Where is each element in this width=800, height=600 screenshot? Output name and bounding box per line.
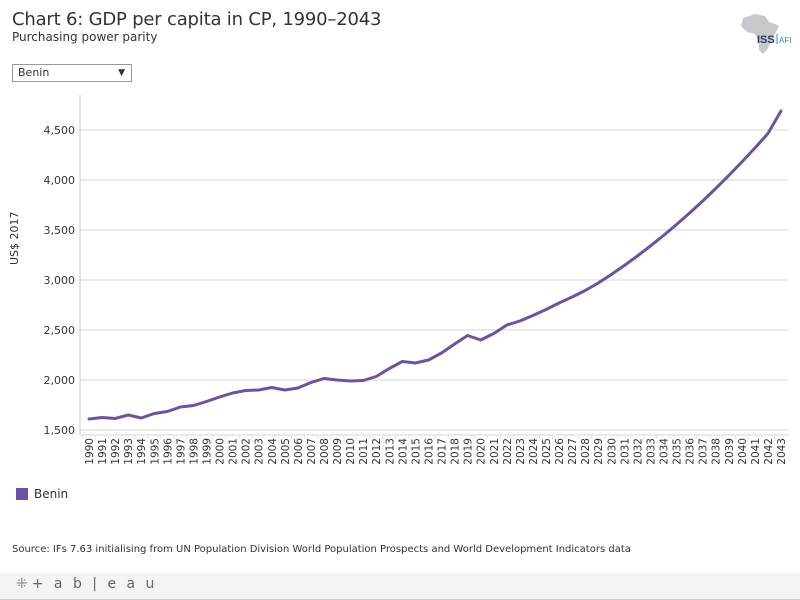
x-tick-label: 2041 [750, 438, 762, 465]
x-tick-label: 2030 [606, 438, 618, 465]
x-tick-label: 2023 [515, 438, 527, 465]
x-tick-label: 2008 [319, 438, 331, 465]
x-tick-label: 2027 [567, 438, 579, 465]
x-tick-label: 2009 [332, 438, 344, 465]
y-tick-label: 3,500 [44, 224, 76, 237]
y-tick-label: 1,500 [44, 424, 76, 437]
x-tick-label: 2036 [685, 438, 697, 465]
chart-subtitle: Purchasing power parity [12, 30, 158, 44]
chevron-down-icon[interactable]: ▼ [118, 68, 125, 78]
x-tick-label: 1996 [162, 438, 174, 465]
x-tick-label: 2007 [306, 438, 318, 465]
x-tick-label: 2001 [228, 438, 240, 465]
x-tick-label: 2015 [410, 438, 422, 465]
x-tick-label: 2004 [267, 438, 279, 465]
y-tick-label: 4,000 [44, 174, 76, 187]
x-tick-label: 2029 [593, 438, 605, 465]
x-tick-label: 1991 [97, 438, 109, 465]
x-tick-label: 2020 [476, 438, 488, 465]
y-tick-label: 3,000 [44, 274, 76, 287]
x-tick-label: 2006 [293, 438, 305, 465]
x-tick-label: 2000 [215, 438, 227, 465]
dropdown-selected-value: Benin [18, 66, 50, 79]
x-tick-label: 1992 [110, 438, 122, 465]
x-tick-label: 2031 [619, 438, 631, 465]
x-tick-label: 2032 [632, 438, 644, 465]
y-tick-label: 2,000 [44, 374, 76, 387]
x-tick-label: 2040 [737, 438, 749, 465]
x-tick-label: 2003 [254, 438, 266, 465]
x-tick-label: 2011 [358, 438, 370, 465]
x-tick-label: 2022 [502, 438, 514, 465]
x-tick-label: 1998 [188, 438, 200, 465]
legend-swatch-benin[interactable] [16, 488, 28, 500]
x-tick-label: 2043 [776, 438, 788, 465]
x-tick-label: 2034 [658, 438, 670, 465]
y-tick-label: 4,500 [44, 124, 76, 137]
x-tick-label: 2005 [280, 438, 292, 465]
tableau-logo-icon: ⁜ [16, 576, 28, 592]
x-tick-label: 2014 [397, 438, 409, 465]
x-tick-label: 2021 [489, 438, 501, 465]
series-line-benin [87, 109, 783, 421]
x-tick-label: 2038 [711, 438, 723, 465]
x-tick-label: 2035 [672, 438, 684, 465]
logo-afi-text: AFI [779, 36, 791, 45]
x-tick-label: 1997 [175, 438, 187, 465]
x-tick-label: 2024 [528, 438, 540, 465]
chart-title: Chart 6: GDP per capita in CP, 1990–2043 [12, 9, 382, 30]
x-tick-label: 2025 [541, 438, 553, 465]
x-tick-label: 2017 [437, 438, 449, 465]
country-filter-dropdown[interactable]: Benin ▼ [12, 64, 132, 82]
x-tick-label: 2039 [724, 438, 736, 465]
x-tick-label: 2019 [463, 438, 475, 465]
x-tick-label: 1995 [149, 438, 161, 465]
legend: Benin [16, 487, 68, 501]
x-tick-label: 2012 [371, 438, 383, 465]
tableau-footer: ⁜ + a b | e a u [0, 573, 800, 600]
x-tick-label: 2018 [450, 438, 462, 465]
x-tick-label: 2016 [423, 438, 435, 465]
x-tick-label: 2028 [580, 438, 592, 465]
iss-afi-logo: ISS AFI [735, 12, 795, 56]
africa-map-icon: ISS AFI [741, 14, 791, 54]
x-tick-label: 2042 [763, 438, 775, 465]
x-tick-label: 2013 [384, 438, 396, 465]
tableau-wordmark: + a b | e a u [31, 576, 158, 592]
x-tick-label: 1993 [123, 438, 135, 465]
x-tick-label: 2033 [645, 438, 657, 465]
x-tick-label: 2010 [345, 438, 357, 465]
source-note: Source: IFs 7.63 initialising from UN Po… [12, 544, 631, 555]
x-tick-label: 1994 [136, 438, 148, 465]
logo-iss-text: ISS [757, 34, 775, 46]
x-tick-label: 2002 [241, 438, 253, 465]
x-tick-label: 1999 [202, 438, 214, 465]
y-tick-label: 2,500 [44, 324, 76, 337]
tableau-logo-link[interactable]: ⁜ + a b | e a u [16, 576, 157, 592]
x-tick-label: 1990 [84, 438, 96, 465]
x-tick-label: 2037 [698, 438, 710, 465]
legend-label-benin[interactable]: Benin [34, 487, 69, 501]
x-tick-label: 2026 [554, 438, 566, 465]
